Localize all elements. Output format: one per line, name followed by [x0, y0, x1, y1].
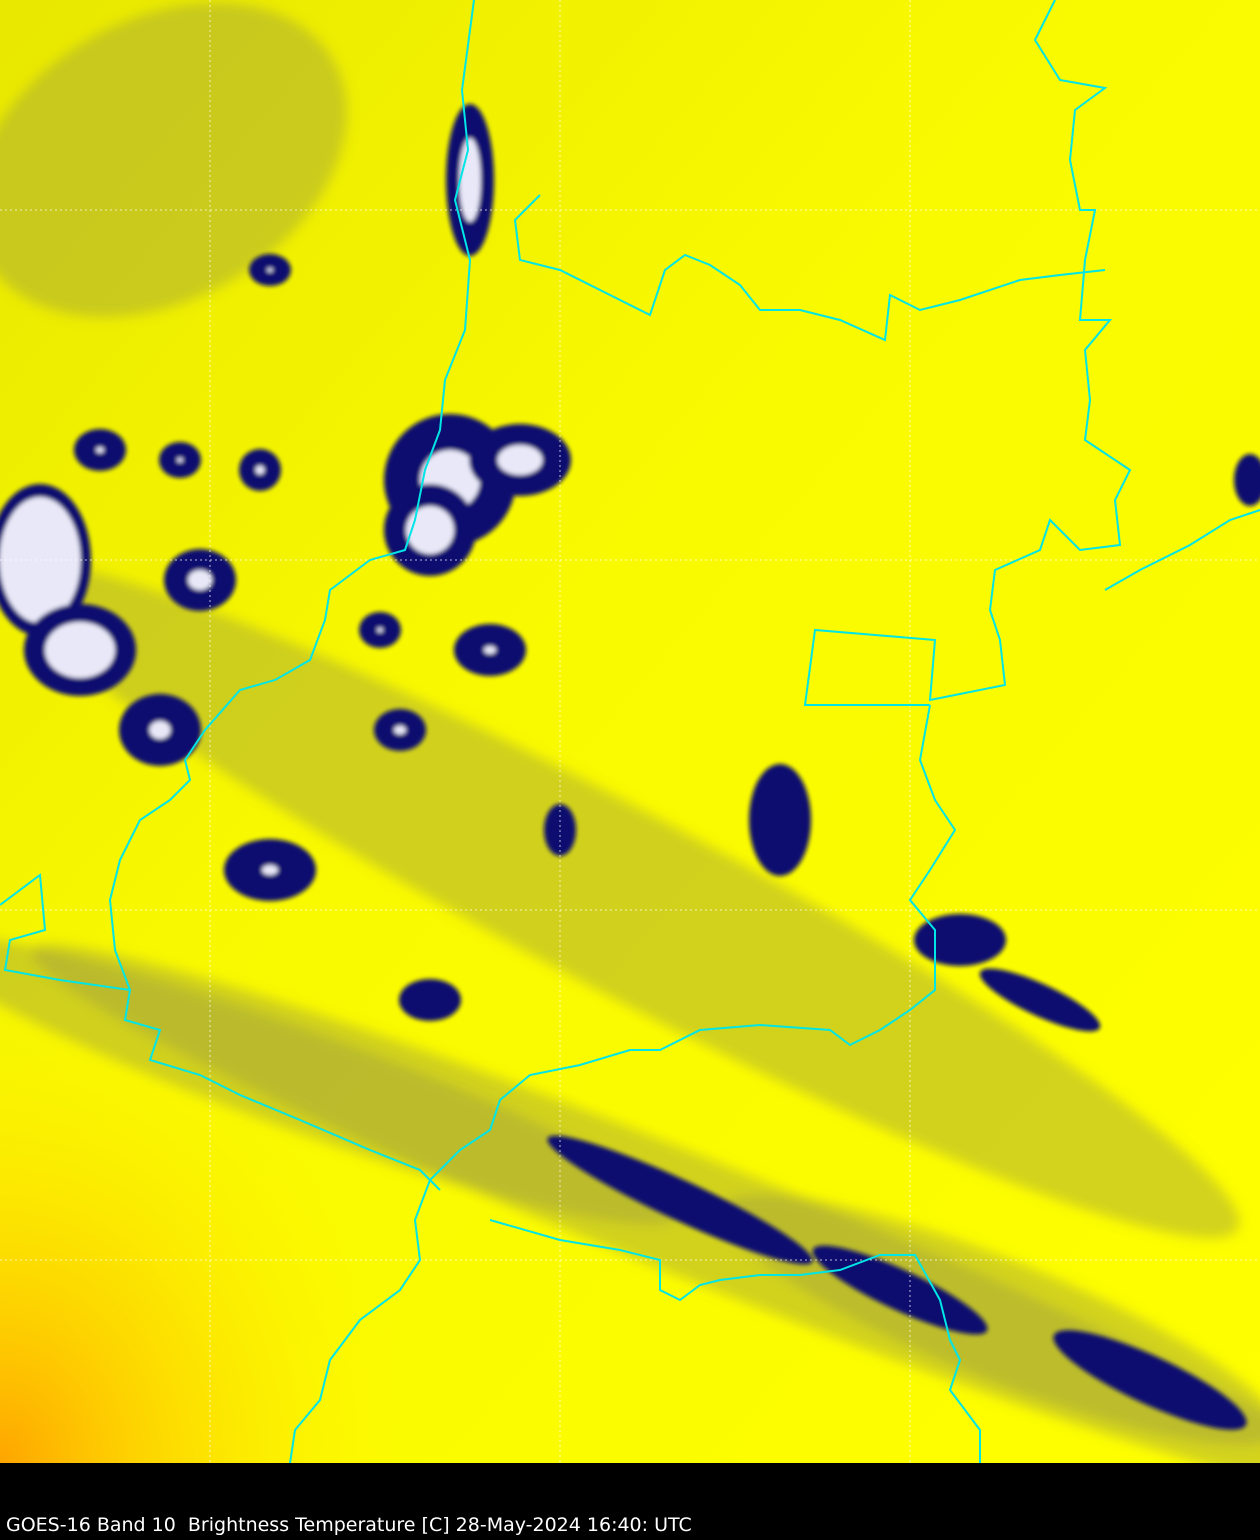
coldest-cloud-top [149, 721, 171, 739]
cold-cloud [1234, 454, 1260, 506]
border-line [289, 704, 957, 1463]
cold-cloud [749, 764, 811, 876]
coldest-cloud-top [377, 627, 383, 633]
coldest-cloud-top [96, 447, 104, 453]
moisture-band [0, 561, 1240, 1239]
border-line [1104, 509, 1260, 591]
moisture-band [0, 2, 347, 318]
cold-cloud [547, 1135, 813, 1265]
coldest-cloud-top [45, 622, 115, 678]
coldest-cloud-top [484, 646, 496, 654]
cloud-features [0, 104, 1260, 1430]
coldest-cloud-top [267, 268, 273, 272]
border-line [0, 873, 131, 991]
border-line [803, 0, 1132, 706]
coldest-cloud-top [262, 865, 278, 875]
caption: GOES-16 Band 10 Brightness Temperature [… [6, 1514, 692, 1536]
border-line [489, 1219, 981, 1463]
coldest-cloud-top [394, 725, 406, 735]
cold-cloud [914, 914, 1006, 966]
cold-cloud [399, 979, 461, 1021]
coldest-cloud-top [255, 465, 265, 475]
border-line [108, 0, 475, 1191]
moisture-band [0, 935, 677, 1225]
border-line [513, 194, 1106, 342]
cold-cloud [979, 968, 1101, 1032]
gridlines [0, 0, 1260, 1463]
borders [0, 0, 1260, 1463]
coldest-cloud-top [406, 506, 454, 554]
coldest-cloud-top [459, 138, 481, 222]
coldest-cloud-top [188, 570, 212, 590]
satellite-map [0, 0, 1260, 1463]
cold-cloud [1053, 1330, 1247, 1430]
coldest-cloud-top [497, 445, 543, 475]
coldest-cloud-top [177, 457, 183, 463]
